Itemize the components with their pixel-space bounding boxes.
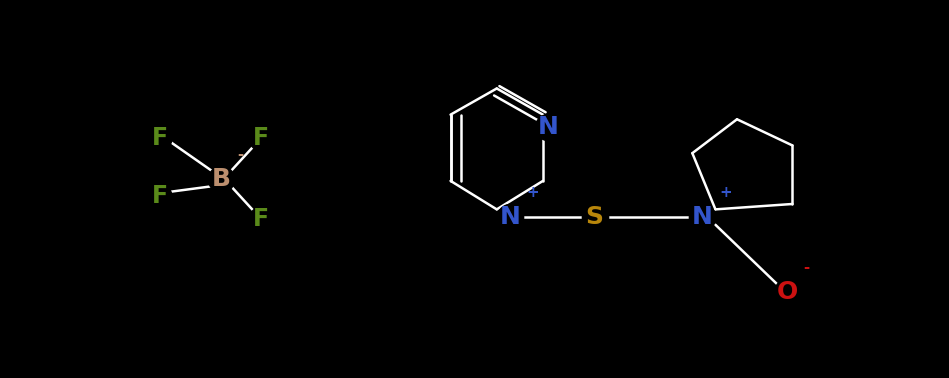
Text: +: + <box>527 186 539 200</box>
Text: -: - <box>238 147 244 162</box>
Text: -: - <box>804 260 809 275</box>
Text: S: S <box>586 205 604 229</box>
Text: B: B <box>212 167 231 191</box>
Text: F: F <box>152 126 168 150</box>
Text: F: F <box>152 184 168 208</box>
Text: O: O <box>776 280 798 304</box>
Text: F: F <box>253 126 270 150</box>
Text: +: + <box>719 186 732 200</box>
Text: N: N <box>692 205 713 229</box>
Text: F: F <box>253 208 270 231</box>
Text: N: N <box>499 205 520 229</box>
Text: N: N <box>538 115 559 139</box>
